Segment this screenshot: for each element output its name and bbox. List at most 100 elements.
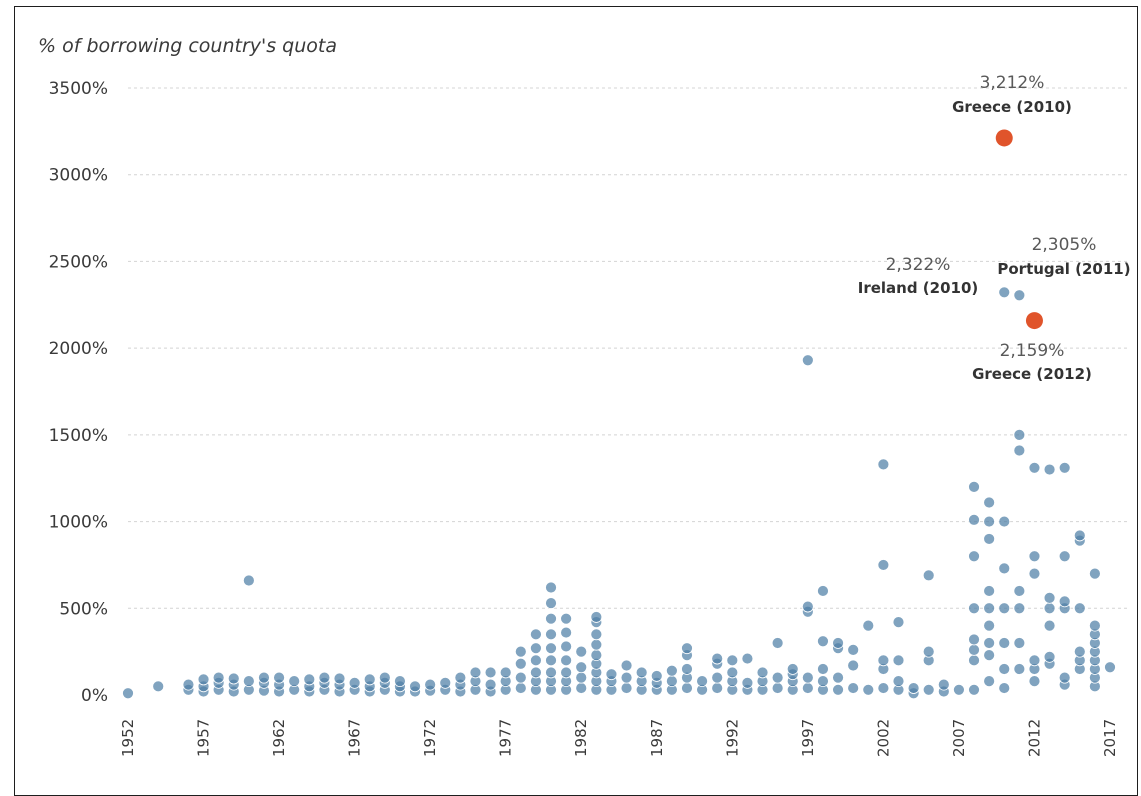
data-point xyxy=(1043,591,1056,604)
data-point xyxy=(1058,461,1071,474)
data-point xyxy=(665,664,678,677)
data-point xyxy=(182,678,195,691)
data-point xyxy=(983,496,996,509)
data-point xyxy=(560,654,573,667)
data-point xyxy=(862,619,875,632)
data-point xyxy=(333,672,346,685)
data-point xyxy=(545,628,557,641)
data-point xyxy=(711,652,724,665)
data-point xyxy=(152,680,165,693)
data-point xyxy=(635,666,648,679)
data-point xyxy=(998,637,1011,649)
data-point xyxy=(363,673,376,686)
data-point xyxy=(817,675,829,688)
data-point xyxy=(530,654,542,667)
data-point xyxy=(394,675,406,688)
data-point xyxy=(1013,585,1026,597)
data-point xyxy=(530,666,542,679)
data-point xyxy=(197,673,210,686)
data-point xyxy=(273,671,285,684)
data-point xyxy=(892,616,905,629)
x-tick-label: 1977 xyxy=(497,719,515,757)
x-tick-label: 2017 xyxy=(1101,719,1119,757)
data-point xyxy=(454,671,467,684)
x-tick-label: 2002 xyxy=(874,719,892,757)
data-point xyxy=(575,682,588,694)
data-point xyxy=(681,682,693,694)
data-point xyxy=(484,666,497,679)
annotation-value-greece-2010: 3,212% xyxy=(980,73,1045,93)
data-point xyxy=(877,654,890,667)
annotation-label-greece-2012: Greece (2012) xyxy=(972,365,1092,383)
data-point xyxy=(892,654,905,667)
y-axis-ticks: 0% 500% 1000% 1500% 2000% 2500% 3000% 3500% xyxy=(49,79,108,706)
data-point xyxy=(998,562,1011,575)
data-point xyxy=(681,642,693,655)
data-point xyxy=(1073,602,1086,615)
data-point xyxy=(545,642,557,655)
y-tick-label: 3000% xyxy=(49,166,108,186)
data-point xyxy=(620,671,633,684)
x-tick-label: 1972 xyxy=(421,719,439,757)
data-point xyxy=(877,458,890,471)
data-point xyxy=(862,683,875,696)
data-point xyxy=(983,533,996,545)
data-point xyxy=(1013,444,1026,457)
y-tick-label: 1500% xyxy=(49,426,108,446)
data-point xyxy=(1043,650,1056,663)
data-point xyxy=(1088,619,1101,632)
data-point xyxy=(1073,645,1086,658)
data-point xyxy=(318,671,331,684)
data-point xyxy=(983,649,996,662)
data-point xyxy=(1028,675,1041,688)
data-point xyxy=(1028,550,1041,563)
data-point xyxy=(590,638,603,651)
data-point xyxy=(922,683,935,696)
data-point xyxy=(590,649,603,662)
data-point xyxy=(998,286,1011,299)
data-point xyxy=(1028,461,1041,474)
data-point xyxy=(801,354,814,367)
x-tick-label: 1992 xyxy=(723,719,741,757)
data-point xyxy=(1013,428,1026,441)
data-point xyxy=(877,682,890,694)
data-point xyxy=(983,619,996,632)
data-point xyxy=(545,597,557,609)
x-tick-label: 2007 xyxy=(950,719,968,757)
data-point xyxy=(953,683,965,696)
data-point xyxy=(968,480,980,493)
data-point xyxy=(817,635,829,648)
data-point xyxy=(560,640,573,653)
data-point xyxy=(711,671,724,684)
data-point xyxy=(605,668,618,681)
data-point xyxy=(983,637,996,649)
data-point xyxy=(1028,567,1041,580)
data-point xyxy=(801,682,814,694)
data-point xyxy=(998,682,1011,694)
data-point xyxy=(1088,567,1101,580)
data-point xyxy=(469,666,482,679)
annotation-label-portugal-2011: Portugal (2011) xyxy=(997,260,1130,278)
data-point xyxy=(817,663,829,675)
data-point xyxy=(907,682,920,694)
data-point xyxy=(771,637,784,649)
data-point xyxy=(801,671,814,684)
data-point xyxy=(499,666,512,679)
data-point xyxy=(968,513,980,526)
highlight-point xyxy=(1025,312,1043,330)
data-point xyxy=(560,612,573,625)
data-point xyxy=(681,663,693,675)
data-point xyxy=(1058,550,1071,563)
data-point xyxy=(922,645,935,658)
data-point xyxy=(756,666,769,679)
data-point xyxy=(530,628,542,641)
data-point xyxy=(545,581,557,594)
data-point xyxy=(590,628,603,641)
data-point xyxy=(620,682,633,694)
data-point xyxy=(514,682,527,694)
data-point xyxy=(726,666,739,679)
data-point xyxy=(227,672,240,685)
y-axis-title: % of borrowing country's quota xyxy=(38,35,337,57)
x-tick-label: 2012 xyxy=(1025,719,1043,757)
data-point xyxy=(409,680,421,693)
